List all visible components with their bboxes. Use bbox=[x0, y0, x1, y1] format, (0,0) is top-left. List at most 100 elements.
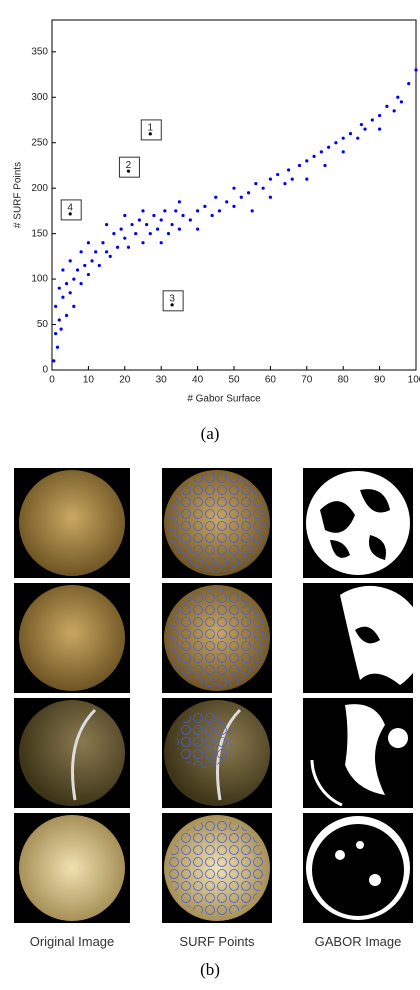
x-tick-label: 70 bbox=[301, 375, 313, 386]
column-caption: SURF Points bbox=[179, 934, 255, 949]
point bbox=[59, 327, 63, 331]
point bbox=[177, 227, 181, 231]
point bbox=[141, 209, 145, 213]
point bbox=[68, 259, 72, 263]
annotation-label: 3 bbox=[169, 293, 175, 304]
point bbox=[319, 150, 323, 154]
point bbox=[392, 109, 396, 113]
point bbox=[312, 154, 316, 158]
point bbox=[123, 213, 127, 218]
axes-frame bbox=[51, 19, 417, 371]
y-tick-label: 100 bbox=[31, 274, 48, 285]
point bbox=[101, 241, 105, 245]
point bbox=[203, 204, 207, 208]
annotation-label: 4 bbox=[67, 203, 73, 214]
column-caption: GABOR Image bbox=[314, 934, 402, 949]
y-tick-label: 300 bbox=[31, 92, 48, 103]
image-grid bbox=[14, 468, 420, 923]
point bbox=[64, 282, 69, 286]
point bbox=[232, 186, 236, 190]
x-axis-label: # Gabor Surface bbox=[187, 394, 261, 405]
point bbox=[72, 277, 76, 281]
panel-label: (a) bbox=[200, 424, 220, 443]
y-axis-label: # SURF Points bbox=[13, 162, 24, 228]
annotated-point bbox=[148, 132, 152, 136]
point bbox=[75, 268, 80, 272]
annotated-point bbox=[170, 303, 174, 307]
x-tick-label: 100 bbox=[408, 375, 420, 386]
point bbox=[105, 250, 109, 254]
point bbox=[61, 268, 65, 272]
point bbox=[276, 172, 280, 177]
point bbox=[115, 245, 120, 249]
point bbox=[181, 213, 185, 218]
point bbox=[166, 232, 171, 236]
x-tick-label: 60 bbox=[265, 375, 277, 386]
point bbox=[123, 236, 127, 240]
annotated-point bbox=[68, 212, 72, 216]
point bbox=[130, 222, 134, 227]
point bbox=[290, 177, 294, 181]
point bbox=[137, 218, 141, 222]
x-tick-label: 0 bbox=[49, 375, 55, 386]
point bbox=[54, 304, 58, 308]
point bbox=[385, 104, 389, 108]
point bbox=[57, 318, 61, 322]
point bbox=[305, 177, 309, 181]
point bbox=[250, 209, 254, 213]
point bbox=[112, 232, 116, 236]
panel-label: (b) bbox=[200, 960, 220, 979]
point bbox=[323, 163, 327, 168]
point bbox=[55, 345, 60, 349]
point bbox=[126, 245, 131, 249]
y-tick-label: 250 bbox=[31, 137, 48, 148]
y-tick-label: 200 bbox=[31, 183, 48, 194]
point bbox=[141, 241, 145, 245]
point bbox=[356, 136, 360, 140]
point bbox=[268, 177, 272, 181]
y-tick-label: 0 bbox=[42, 365, 48, 376]
point bbox=[54, 332, 58, 336]
x-tick-label: 20 bbox=[119, 375, 131, 386]
point bbox=[163, 209, 167, 213]
x-tick-label: 30 bbox=[156, 375, 168, 386]
point bbox=[287, 168, 291, 172]
point bbox=[370, 118, 374, 122]
y-tick-label: 150 bbox=[31, 228, 48, 239]
row-4 bbox=[14, 813, 413, 923]
point bbox=[159, 218, 163, 222]
column-caption: Original Image bbox=[29, 934, 115, 949]
point bbox=[196, 209, 200, 213]
point bbox=[119, 227, 123, 231]
point bbox=[210, 213, 214, 218]
point bbox=[79, 282, 83, 286]
point bbox=[86, 241, 90, 245]
point bbox=[261, 186, 265, 190]
point bbox=[174, 209, 178, 213]
point bbox=[283, 182, 287, 186]
point bbox=[341, 136, 345, 140]
row-1 bbox=[14, 468, 413, 578]
point bbox=[57, 286, 61, 290]
point bbox=[90, 259, 94, 263]
point bbox=[225, 200, 229, 204]
annotated-point bbox=[126, 169, 131, 173]
point bbox=[145, 222, 149, 227]
point bbox=[68, 291, 72, 295]
point bbox=[97, 263, 101, 268]
point bbox=[254, 182, 258, 186]
point bbox=[52, 359, 56, 363]
point bbox=[86, 272, 90, 277]
point bbox=[134, 232, 138, 236]
annotation-box bbox=[140, 119, 162, 141]
point bbox=[378, 113, 382, 118]
row-2 bbox=[14, 583, 420, 693]
point bbox=[399, 100, 404, 104]
point bbox=[83, 263, 87, 268]
point bbox=[152, 213, 156, 218]
point bbox=[305, 159, 309, 163]
point bbox=[177, 200, 181, 204]
point bbox=[239, 195, 243, 199]
point bbox=[108, 254, 112, 258]
